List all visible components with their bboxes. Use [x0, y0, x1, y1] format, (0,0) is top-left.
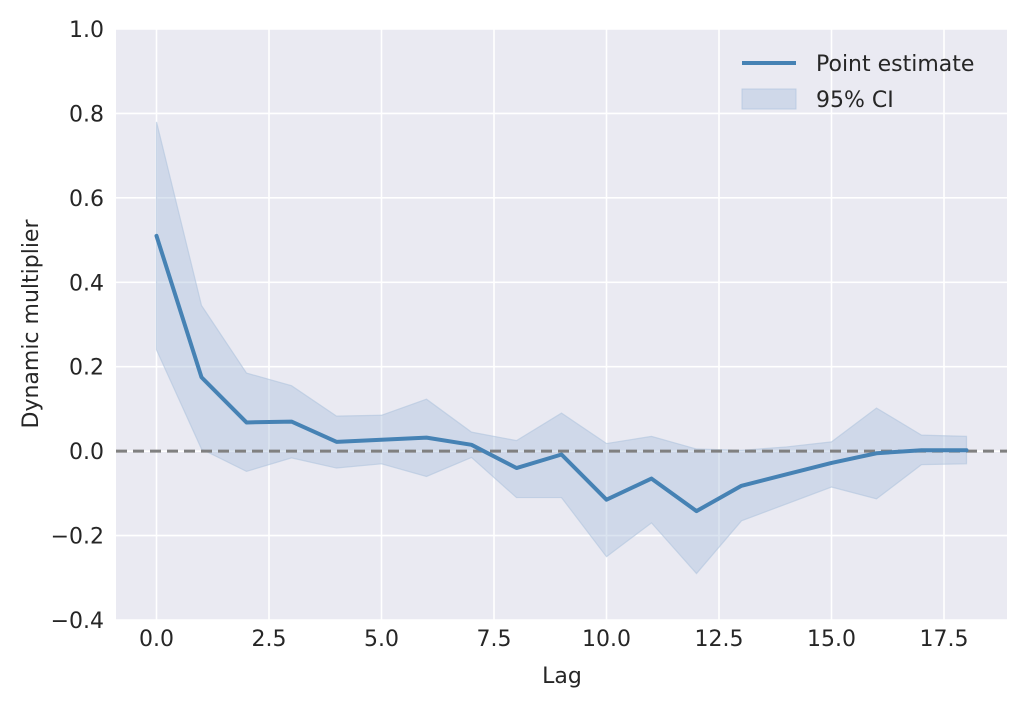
y-tick-label-7: 1.0	[69, 18, 104, 43]
grid	[116, 28, 1007, 621]
y-tick-label-4: 0.4	[69, 271, 104, 296]
x-tick-label-2: 5.0	[364, 627, 399, 652]
x-tick-label-4: 10.0	[582, 627, 631, 652]
y-axis-label: Dynamic multiplier	[19, 219, 44, 429]
ci-band-group	[155, 121, 968, 575]
y-tick-label-3: 0.2	[69, 356, 104, 381]
series-line-0	[154, 233, 969, 514]
legend: Point estimate 95% CI	[741, 52, 974, 113]
y-tick-label-2: 0.0	[69, 440, 104, 465]
x-tick-label-3: 7.5	[477, 627, 512, 652]
x-axis-label: Lag	[542, 664, 582, 689]
y-tick-label-5: 0.6	[69, 187, 104, 212]
plot-background	[116, 29, 1007, 620]
y-tick-labels: −0.4 −0.2 0.0 0.2 0.4 0.6 0.8 1.0	[51, 18, 104, 634]
y-tick-label-1: −0.2	[51, 525, 104, 550]
legend-label-ci: 95% CI	[816, 88, 894, 113]
x-tick-label-1: 2.5	[252, 627, 287, 652]
legend-band-swatch	[741, 88, 797, 110]
x-tick-label-6: 15.0	[807, 627, 856, 652]
x-tick-label-0: 0.0	[139, 627, 174, 652]
y-tick-label-6: 0.8	[69, 102, 104, 127]
x-tick-labels: 0.0 2.5 5.0 7.5 10.0 12.5 15.0 17.5	[139, 627, 968, 652]
series-group	[154, 233, 969, 514]
legend-label-point-estimate: Point estimate	[816, 52, 974, 77]
y-tick-label-0: −0.4	[51, 609, 104, 634]
ci-band	[155, 121, 968, 575]
x-tick-label-7: 17.5	[920, 627, 969, 652]
x-tick-label-5: 12.5	[695, 627, 744, 652]
